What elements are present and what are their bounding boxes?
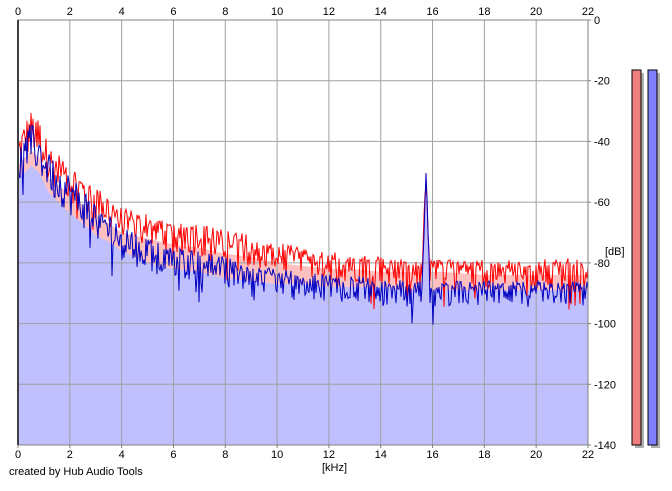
level-meter-1 [631, 69, 642, 446]
x-tick-label-bottom: 6 [170, 449, 176, 461]
x-tick-label-bottom: 22 [582, 449, 594, 461]
x-tick-label-bottom: 14 [375, 449, 387, 461]
x-tick-label-bottom: 18 [478, 449, 490, 461]
x-tick-label-top: 8 [222, 6, 228, 18]
x-tick-label-bottom: 0 [15, 449, 21, 461]
y-tick-label: -100 [594, 319, 616, 331]
x-tick-label-bottom: 12 [323, 449, 335, 461]
x-tick-label-top: 20 [530, 6, 542, 18]
x-tick-label-bottom: 20 [530, 449, 542, 461]
x-tick-label-top: 0 [15, 6, 21, 18]
x-tick-label-top: 14 [375, 6, 387, 18]
y-axis-label: [dB] [605, 246, 625, 258]
x-tick-label-bottom: 16 [426, 449, 438, 461]
x-tick-label-top: 2 [67, 6, 73, 18]
x-tick-label-top: 16 [426, 6, 438, 18]
y-tick-label: 0 [594, 15, 600, 27]
grid-lines [18, 20, 588, 445]
y-tick-label: -60 [594, 197, 610, 209]
y-tick-labels: 0 -20 -40 -60 -80 -100 -120 -140 [588, 15, 616, 452]
credit-text: created by Hub Audio Tools [9, 466, 143, 478]
level-meters [631, 69, 660, 448]
y-tick-label: -80 [594, 258, 610, 270]
x-tick-label-top: 22 [582, 6, 594, 18]
x-tick-label-bottom: 4 [119, 449, 125, 461]
x-tick-label-top: 4 [119, 6, 125, 18]
x-tick-label-top: 10 [271, 6, 283, 18]
spectrum-fills [18, 150, 588, 445]
y-tick-label: -140 [594, 440, 616, 452]
y-tick-label: -40 [594, 136, 610, 148]
x-tick-label-top: 6 [170, 6, 176, 18]
x-tick-label-bottom: 10 [271, 449, 283, 461]
y-tick-label: -120 [594, 379, 616, 391]
x-tick-label-top: 12 [323, 6, 335, 18]
x-tick-label-bottom: 8 [222, 449, 228, 461]
series-2-trace [17, 124, 589, 325]
series-2-fill [18, 165, 588, 445]
level-meter-2 [647, 69, 658, 446]
y-tick-label: -20 [594, 76, 610, 88]
x-axis-label: [kHz] [322, 462, 347, 474]
spectrum-traces [17, 112, 589, 325]
x-tick-label-top: 18 [478, 6, 490, 18]
x-tick-label-bottom: 2 [67, 449, 73, 461]
plot-frame [17, 19, 589, 446]
